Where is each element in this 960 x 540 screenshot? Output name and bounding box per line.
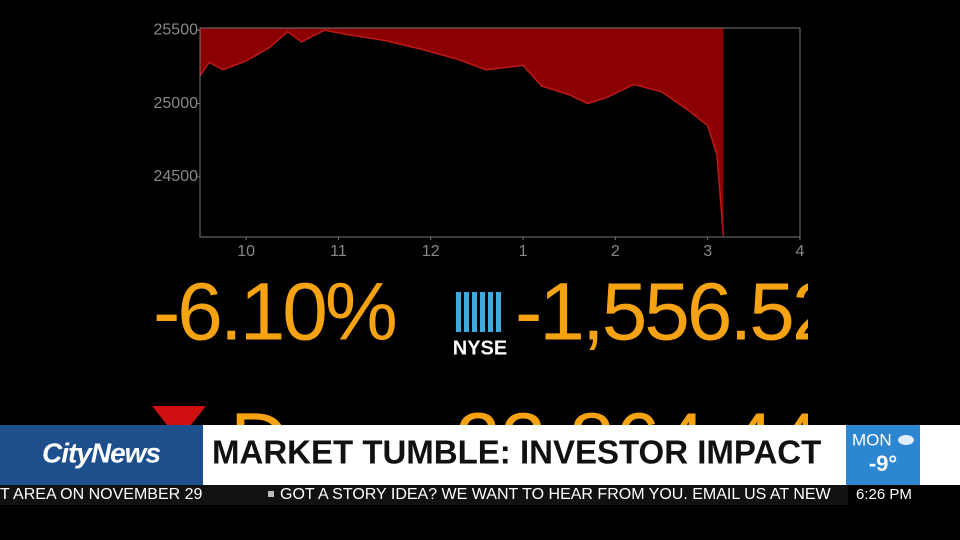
- y-tick-label: 25500: [154, 21, 199, 38]
- headline: MARKET TUMBLE: INVESTOR IMPACT: [212, 434, 821, 471]
- weather-day: MON: [852, 430, 892, 449]
- x-tick-label: 11: [330, 243, 347, 260]
- ticker-time: 6:26 PM: [856, 486, 912, 503]
- percent-change: -6.10%: [153, 267, 395, 358]
- x-tick-label: 10: [237, 243, 255, 260]
- weather-bg: [846, 425, 920, 485]
- logo-bg: [0, 425, 203, 485]
- nyse-logo: NYSE: [453, 292, 507, 359]
- price-line: [199, 29, 725, 236]
- x-tick-label: 4: [796, 243, 805, 260]
- weather-temp: -9°: [869, 451, 897, 476]
- ticker-bullet: [268, 491, 274, 497]
- ticker-bg: [0, 485, 960, 505]
- point-change: -1,556.52: [515, 267, 835, 358]
- x-tick-label: 12: [422, 243, 440, 260]
- y-tick-label: 25000: [154, 95, 199, 112]
- ticker-right: GOT A STORY IDEA? WE WANT TO HEAR FROM Y…: [280, 486, 832, 503]
- area-fill: [200, 28, 724, 236]
- plot-frame: [199, 27, 801, 238]
- logo: CityNews: [42, 437, 160, 468]
- ticker-left: T AREA ON NOVEMBER 29: [0, 486, 203, 503]
- y-tick-label: 24500: [154, 168, 199, 185]
- x-tick-label: 2: [611, 243, 620, 260]
- exchange-label: NYSE: [453, 337, 507, 359]
- x-tick-label: 3: [703, 243, 712, 260]
- x-tick-label: 1: [519, 243, 528, 260]
- time-bg: [848, 485, 960, 505]
- down-arrow: [152, 406, 206, 440]
- cloud-icon: [898, 435, 914, 445]
